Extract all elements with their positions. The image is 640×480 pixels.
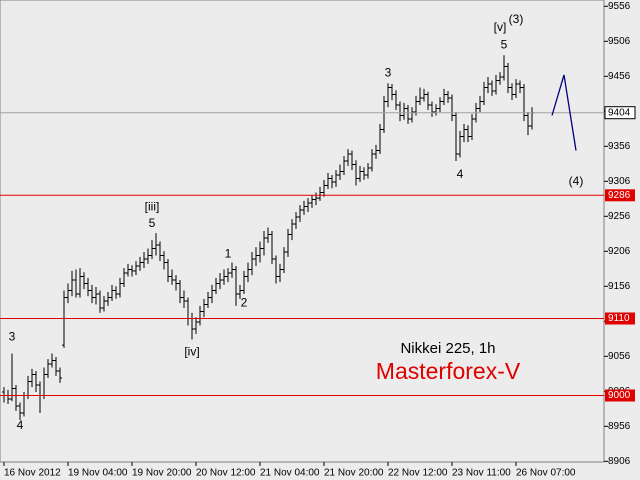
x-tick-label: 21 Nov 04:00 bbox=[260, 468, 320, 479]
x-tick-label: 22 Nov 12:00 bbox=[388, 468, 448, 479]
wave-label: 5 bbox=[501, 38, 508, 52]
last-price-label: 9404 bbox=[608, 107, 631, 118]
y-tick-label: 8956 bbox=[608, 421, 631, 432]
y-tick-label: 9456 bbox=[608, 71, 631, 82]
y-tick-label: 8906 bbox=[608, 456, 631, 467]
wave-label: (3) bbox=[509, 12, 524, 26]
level-box bbox=[605, 189, 635, 202]
y-tick-label: 9206 bbox=[608, 246, 631, 257]
wave-label: 2 bbox=[241, 295, 248, 309]
forecast-line bbox=[551, 74, 577, 151]
wave-label: 5 bbox=[149, 216, 156, 230]
x-tick-label: 16 Nov 2012 bbox=[4, 468, 61, 479]
y-tick-label: 9306 bbox=[608, 176, 631, 187]
marks bbox=[0, 55, 604, 420]
symbol-label: Nikkei 225, 1h bbox=[400, 340, 495, 357]
x-tick-label: 19 Nov 20:00 bbox=[132, 468, 192, 479]
level-box bbox=[605, 389, 635, 402]
y-tick-label: 9506 bbox=[608, 36, 631, 47]
x-tick-label: 23 Nov 11:00 bbox=[452, 468, 511, 479]
level-label: 9110 bbox=[608, 313, 630, 324]
last-price-box bbox=[604, 106, 636, 120]
wave-label: 4 bbox=[17, 418, 24, 432]
wave-label: [iv] bbox=[184, 344, 199, 358]
y-tick-label: 9056 bbox=[608, 351, 631, 362]
y-tick-label: 9156 bbox=[608, 281, 631, 292]
level-label: 9286 bbox=[608, 190, 631, 201]
wave-label: (4) bbox=[569, 174, 584, 188]
wave-label: [iii] bbox=[145, 199, 160, 213]
y-tick-label: 9556 bbox=[608, 1, 631, 12]
y-tick-label: 9256 bbox=[608, 211, 631, 222]
x-tick-label: 21 Nov 20:00 bbox=[324, 468, 384, 479]
x-tick-label: 20 Nov 12:00 bbox=[196, 468, 256, 479]
brand-label: Masterforex-V bbox=[376, 358, 521, 384]
level-box bbox=[605, 312, 635, 325]
y-tick-label: 9356 bbox=[608, 141, 631, 152]
wave-label: [v] bbox=[494, 20, 507, 34]
wave-label: 4 bbox=[457, 167, 464, 181]
plot-area bbox=[0, 0, 605, 463]
x-tick-label: 26 Nov 07:00 bbox=[516, 468, 576, 479]
wave-label: 3 bbox=[385, 66, 392, 80]
x-tick-label: 19 Nov 04:00 bbox=[68, 468, 128, 479]
level-label: 9000 bbox=[608, 390, 631, 401]
wave-label: 3 bbox=[9, 330, 16, 344]
wave-label: 1 bbox=[225, 246, 232, 260]
